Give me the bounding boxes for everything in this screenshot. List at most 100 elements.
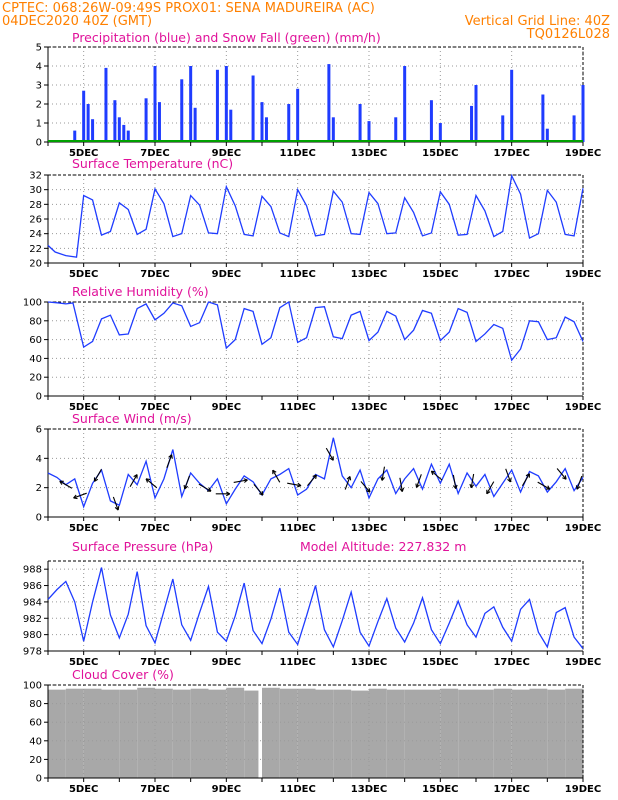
precipitation-bar <box>260 102 264 142</box>
cloud-cover-bar <box>422 689 441 778</box>
wind-arrow-head <box>225 493 231 497</box>
wind-arrow-head <box>312 474 317 477</box>
wind-arrow <box>344 476 351 490</box>
cloud-cover-bar <box>226 687 245 778</box>
wind-arrow <box>184 475 191 490</box>
y-tick-label: 0 <box>36 392 42 403</box>
x-tick-label: 5DEC <box>69 148 98 159</box>
y-tick-label: 4 <box>36 62 42 73</box>
y-tick-label: 60 <box>29 335 42 346</box>
x-tick-label: 9DEC <box>212 657 241 668</box>
precipitation-bar <box>545 128 549 142</box>
wind-arrow-head <box>117 506 120 511</box>
wind-arrow <box>556 468 567 480</box>
y-tick-label: 0 <box>36 138 42 149</box>
cloud-cover-bar <box>351 690 369 778</box>
x-tick-label: 17DEC <box>493 148 529 159</box>
wind-arrow-head <box>399 488 403 492</box>
wind-arrow <box>537 481 551 490</box>
wind-arrow-head <box>73 497 78 500</box>
wind-arrow-head <box>272 469 277 473</box>
wind-arrow-head <box>509 477 512 483</box>
wind-arrow-head <box>114 507 119 511</box>
y-tick-label: 980 <box>23 630 42 641</box>
x-tick-label: 7DEC <box>140 784 169 795</box>
wind-arrow <box>307 474 317 487</box>
y-tick-label: 24 <box>29 229 42 240</box>
x-tick-label: 7DEC <box>140 402 169 413</box>
wind-arrow <box>470 473 475 488</box>
panel-title: Surface Pressure (hPa) <box>72 539 213 554</box>
wind-arrow-head <box>225 491 231 495</box>
wind-arrow-head <box>168 454 173 458</box>
wind-arrow <box>287 482 302 487</box>
cloud-cover-bar <box>369 688 387 778</box>
panel-title: Relative Humidity (%) <box>72 284 209 299</box>
x-tick-label: 17DEC <box>493 784 529 795</box>
precipitation-bar <box>438 123 442 142</box>
wind-arrow-head <box>470 484 475 489</box>
header-station: CPTEC: 068:26W-09:49S PROX01: SENA MADUR… <box>2 1 375 16</box>
wind-arrow-head <box>380 476 383 481</box>
x-tick-label: 9DEC <box>212 523 241 534</box>
wind-arrow <box>325 447 334 461</box>
y-tick-label: 3 <box>36 81 42 92</box>
wind-arrow <box>253 484 264 496</box>
precipitation-bar <box>117 117 121 142</box>
wind-arrow-head <box>259 493 264 496</box>
x-tick-label: 9DEC <box>212 148 241 159</box>
precipitation-bar <box>327 64 331 142</box>
cloud-cover-bar <box>386 689 405 778</box>
x-tick-label: 17DEC <box>493 523 529 534</box>
wind-arrow <box>73 492 87 499</box>
cloud-cover-bar <box>511 689 530 778</box>
x-tick-label: 19DEC <box>565 402 601 413</box>
wind-arrow-head <box>415 483 418 488</box>
panel-3: Surface Wind (m/s) 0 2 4 6 5DEC 7DEC 9DEC 11DEC 1… <box>36 411 602 534</box>
cloud-cover-bar <box>172 689 191 778</box>
precipitation-bar <box>104 67 108 142</box>
wind-arrow-head <box>183 484 186 490</box>
x-tick-label: 19DEC <box>565 657 601 668</box>
y-tick-label: 80 <box>29 316 42 327</box>
wind-arrow-head <box>486 491 491 495</box>
wind-arrow-head <box>525 473 530 477</box>
wind-arrow-head <box>315 474 317 479</box>
wind-arrow-head <box>145 478 149 483</box>
y-tick-label: 988 <box>23 565 42 576</box>
y-tick-label: 1 <box>36 119 42 130</box>
precipitation-bar <box>367 121 371 142</box>
x-tick-label: 17DEC <box>493 657 529 668</box>
wind-arrow-head <box>145 478 151 481</box>
y-tick-label: 0 <box>36 774 42 785</box>
precipitation-bar <box>189 66 193 142</box>
wind-arrow-head <box>349 476 352 481</box>
header-model-id: TQ0126L028 <box>526 27 610 42</box>
cloud-cover-bar <box>333 689 352 778</box>
precipitation-bar <box>157 102 161 142</box>
y-tick-label: 4 <box>36 454 42 465</box>
wind-arrow-head <box>208 487 212 492</box>
panel-2: Relative Humidity (%) 0 20 40 60 80 100 5DEC 7DE… <box>23 284 601 413</box>
y-tick-label: 6 <box>36 425 42 436</box>
cloud-cover-bar <box>208 689 227 778</box>
y-tick-label: 986 <box>23 581 42 592</box>
precipitation-bar <box>113 100 117 142</box>
precipitation-bar <box>470 105 474 142</box>
cloud-cover-bar <box>244 690 259 778</box>
wind-arrow <box>360 481 371 493</box>
y-tick-label: 2 <box>36 483 42 494</box>
wind-arrow-head <box>59 480 63 485</box>
precipitation-bar <box>358 104 362 142</box>
y-tick-label: 0 <box>36 513 42 524</box>
precipitation-bar <box>126 130 130 142</box>
wind-arrow-head <box>329 457 334 461</box>
panel-title: Surface Wind (m/s) <box>72 411 192 426</box>
wind-arrow <box>272 469 281 483</box>
x-tick-label: 19DEC <box>565 148 601 159</box>
precipitation-bar <box>296 88 300 142</box>
cloud-cover-bar <box>315 689 334 778</box>
wind-arrow-head <box>547 485 551 490</box>
x-tick-label: 13DEC <box>351 523 387 534</box>
